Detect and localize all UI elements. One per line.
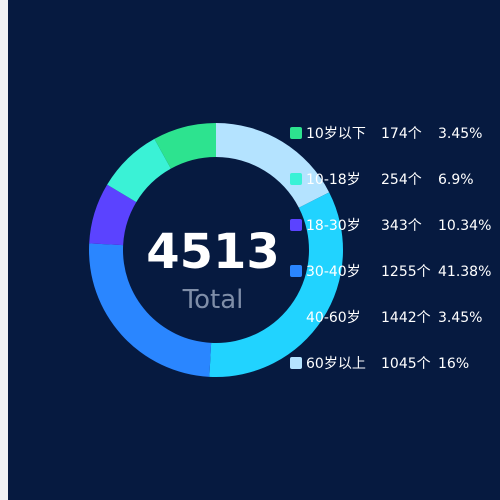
legend-percent: 41.38%: [438, 264, 491, 280]
donut-slice-5[interactable]: [216, 123, 330, 208]
chart-panel: 4513 Total 10岁以下 174个 3.45% 10-18岁 254个 6.9% 1…: [8, 0, 500, 500]
legend-count: 254个: [381, 172, 422, 188]
legend-percent: 3.45%: [438, 126, 482, 142]
legend-label: 10-18岁: [306, 172, 361, 188]
legend-item[interactable]: 18-30岁 343个 10.34%: [290, 218, 491, 234]
donut-slice-1[interactable]: [107, 138, 171, 203]
legend-swatch: [290, 357, 302, 369]
legend-count: 343个: [381, 218, 422, 234]
total-value: 4513: [146, 224, 280, 280]
legend-item[interactable]: 30-40岁 1255个 41.38%: [290, 264, 491, 280]
legend-count: 1045个: [381, 356, 431, 372]
legend-percent: 10.34%: [438, 218, 491, 234]
donut-slice-2[interactable]: [89, 184, 137, 246]
legend-label: 18-30岁: [306, 218, 361, 234]
legend-label: 40-60岁: [306, 310, 361, 326]
legend-percent: 3.45%: [438, 310, 482, 326]
legend-percent: 6.9%: [438, 172, 474, 188]
legend-item[interactable]: 10岁以下 174个 3.45%: [290, 126, 482, 142]
legend-percent: 16%: [438, 356, 469, 372]
legend-item[interactable]: 10-18岁 254个 6.9%: [290, 172, 474, 188]
legend-label: 60岁以上: [306, 356, 366, 372]
legend-label: 10岁以下: [306, 126, 366, 142]
legend-swatch: [290, 219, 302, 231]
donut-ring: [89, 123, 344, 378]
total-label: Total: [182, 285, 244, 315]
donut-slice-4[interactable]: [209, 192, 344, 378]
donut-slice-3[interactable]: [89, 243, 212, 377]
legend-swatch: [290, 173, 302, 185]
legend-swatch: [290, 127, 302, 139]
donut-slice-0[interactable]: [154, 123, 216, 169]
legend-count: 174个: [381, 126, 422, 142]
legend-swatch: [290, 265, 302, 277]
legend-item[interactable]: 40-60岁 1442个 3.45%: [290, 310, 482, 326]
legend-count: 1442个: [381, 310, 431, 326]
legend-count: 1255个: [381, 264, 431, 280]
legend: 10岁以下 174个 3.45% 10-18岁 254个 6.9% 18-30岁 343个 10…: [290, 126, 491, 372]
donut-chart: 4513 Total 10岁以下 174个 3.45%10-18岁 254个 6.9%1…: [89, 123, 491, 378]
legend-label: 30-40岁: [306, 264, 361, 280]
legend-swatch: [290, 311, 302, 323]
legend-item[interactable]: 60岁以上 1045个 16%: [290, 356, 469, 372]
